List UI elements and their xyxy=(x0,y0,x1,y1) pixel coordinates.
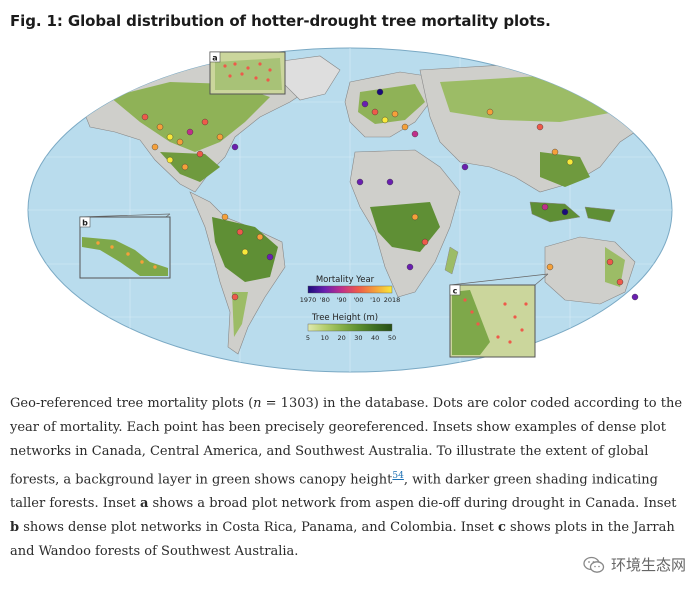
legend-tick-label: 20 xyxy=(337,334,345,342)
height-colorbar xyxy=(307,323,393,332)
plot-dot xyxy=(411,213,419,221)
world-map: a b c xyxy=(20,42,680,377)
plot-dot xyxy=(566,158,574,166)
plot-dot xyxy=(376,88,384,96)
mortality-colorbar xyxy=(307,285,393,294)
plot-dot xyxy=(256,233,264,241)
plot-dot xyxy=(391,110,399,118)
caption-text-1: Geo-referenced tree mortality plots ( xyxy=(10,396,254,411)
legend-tick-label: 1970 xyxy=(300,296,317,304)
caption-inset-b: b xyxy=(10,520,20,536)
plot-dot xyxy=(141,113,149,121)
watermark-text: 环境生态网 xyxy=(610,556,686,574)
height-ticks: 5 10 20 30 40 50 xyxy=(306,334,396,342)
figure-caption: Geo-referenced tree mortality plots (n =… xyxy=(10,392,686,564)
legend-tick-label: 30 xyxy=(354,334,362,342)
inset-a: a xyxy=(209,51,286,95)
caption-text-5: shows dense plot networks in Costa Rica,… xyxy=(19,520,498,536)
caption-text-3: , with darker green shading indicating t… xyxy=(10,472,659,512)
plot-dot xyxy=(401,123,409,131)
plot-dot xyxy=(186,128,194,136)
legend-tick-label: 5 xyxy=(306,334,310,342)
plot-dot xyxy=(406,263,414,271)
plot-dot xyxy=(371,108,379,116)
plot-dot xyxy=(411,130,419,138)
plot-dot xyxy=(196,150,204,158)
inset-c: c xyxy=(449,273,549,358)
caption-text-4: shows a broad plot network from aspen di… xyxy=(148,496,677,512)
caption-inset-a: a xyxy=(139,496,149,512)
plot-dot xyxy=(421,238,429,246)
plot-dot xyxy=(606,258,614,266)
mortality-dots xyxy=(141,88,639,301)
plot-dot xyxy=(151,143,159,151)
legend-tick-label: '90 xyxy=(337,296,347,304)
inset-c-label: c xyxy=(453,287,458,296)
plot-dot xyxy=(631,293,639,301)
mortality-ticks: 1970'80 '90 '00 '10 2018 xyxy=(300,296,401,304)
legend-tick-label: '10 xyxy=(370,296,380,304)
plot-dot xyxy=(241,248,249,256)
map-svg: a b c xyxy=(27,47,673,373)
plot-dot xyxy=(166,133,174,141)
plot-dot xyxy=(266,253,274,261)
caption-text-6: shows plots in the Jarrah and Wandoo for… xyxy=(10,520,675,560)
legend-tick-label: '80 xyxy=(320,296,330,304)
plot-dot xyxy=(541,203,549,211)
plot-dot xyxy=(561,208,569,216)
legend-tick-label: '00 xyxy=(353,296,363,304)
plot-dot xyxy=(216,133,224,141)
legend-tick-label: 40 xyxy=(371,334,379,342)
plot-dot xyxy=(551,148,559,156)
caption-text-2: = 1303) in the database. Dots are color … xyxy=(10,396,683,488)
plot-dot xyxy=(176,138,184,146)
inset-b: b xyxy=(79,213,171,279)
plot-dot xyxy=(361,100,369,108)
inset-a-label: a xyxy=(212,54,217,63)
legend-tick-label: 50 xyxy=(388,334,396,342)
caption-inset-c: c xyxy=(497,520,506,536)
plot-dot xyxy=(461,163,469,171)
wechat-icon xyxy=(583,556,605,573)
plot-dot xyxy=(156,123,164,131)
plot-dot xyxy=(221,213,229,221)
plot-dot xyxy=(546,263,554,271)
height-legend-title: Tree Height (m) xyxy=(311,313,378,323)
plot-dot xyxy=(181,163,189,171)
plot-dot xyxy=(616,278,624,286)
caption-n-var: n xyxy=(253,396,262,411)
plot-dot xyxy=(356,178,364,186)
plot-dot xyxy=(486,108,494,116)
plot-dot xyxy=(231,143,239,151)
plot-dot xyxy=(381,116,389,124)
figure-title: Fig. 1: Global distribution of hotter-dr… xyxy=(10,12,551,30)
watermark: 环境生态网 xyxy=(583,554,686,575)
map-legend: Mortality Year 1970'80 '90 '00 '10 2018 Tree… xyxy=(300,275,401,342)
legend-tick-label: 10 xyxy=(321,334,329,342)
plot-dot xyxy=(536,123,544,131)
plot-dot xyxy=(201,118,209,126)
mortality-legend-title: Mortality Year xyxy=(316,275,375,285)
plot-dot xyxy=(166,156,174,164)
plot-dot xyxy=(231,293,239,301)
plot-dot xyxy=(236,228,244,236)
plot-dot xyxy=(386,178,394,186)
legend-tick-label: 2018 xyxy=(384,296,401,304)
reference-link[interactable]: 54 xyxy=(392,471,404,481)
inset-b-label: b xyxy=(82,219,88,228)
